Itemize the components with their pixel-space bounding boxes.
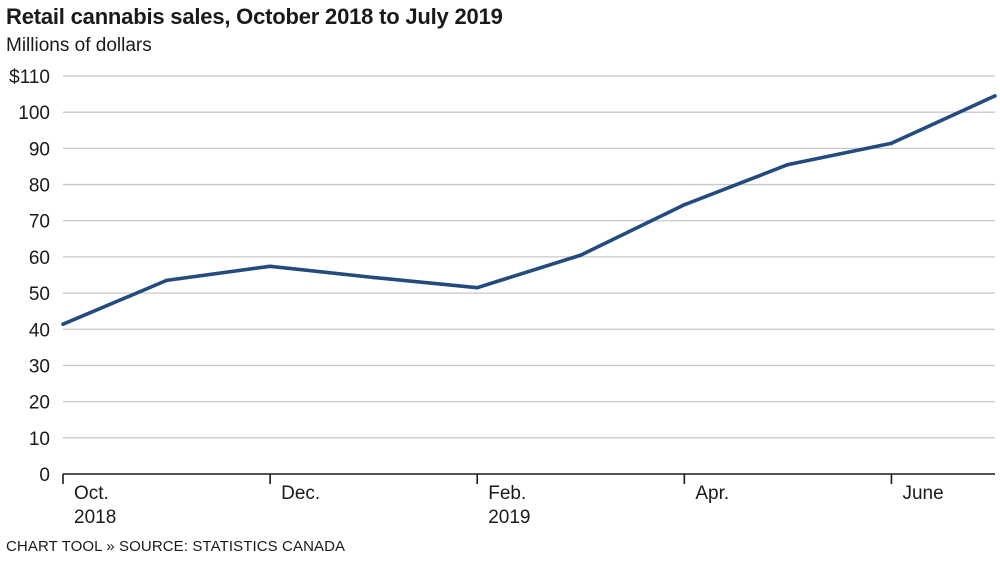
- chart-title: Retail cannabis sales, October 2018 to J…: [6, 4, 503, 29]
- y-tick-label: 10: [29, 429, 50, 450]
- y-tick-label: 0: [39, 465, 50, 486]
- data-point: [268, 264, 272, 269]
- y-axis-unit-label: Millions of dollars: [6, 35, 152, 56]
- data-point: [61, 322, 65, 327]
- y-tick-label: 50: [29, 284, 50, 305]
- data-point: [786, 162, 790, 167]
- x-tick-label: June: [902, 483, 943, 504]
- y-tick-label: 90: [29, 139, 50, 160]
- data-point: [682, 203, 687, 207]
- data-point: [371, 275, 376, 280]
- y-tick-label: 30: [29, 356, 50, 377]
- source-credit: CHART TOOL » SOURCE: STATISTICS CANADA: [6, 538, 346, 555]
- series-line-sales: [62, 94, 996, 326]
- data-point: [475, 285, 480, 290]
- y-tick-label: 60: [29, 248, 50, 269]
- data-point: [889, 141, 894, 146]
- x-tick-label: Apr.: [695, 483, 729, 504]
- y-tick-label: 20: [29, 393, 50, 414]
- x-tick-label: Oct.: [74, 483, 109, 504]
- y-tick-label: 100: [18, 103, 50, 124]
- data-point: [164, 278, 169, 283]
- x-tick-label: Feb.: [488, 483, 526, 504]
- y-tick-label: $110: [9, 67, 50, 88]
- x-tick-label: Dec.: [281, 483, 320, 504]
- y-tick-label: 80: [29, 176, 50, 197]
- x-tick-label-year: 2018: [74, 507, 116, 528]
- data-point: [993, 94, 997, 98]
- y-tick-label: 70: [29, 212, 50, 233]
- data-point: [578, 253, 583, 257]
- y-tick-label: 40: [29, 320, 50, 341]
- x-tick-label-year: 2019: [488, 507, 530, 528]
